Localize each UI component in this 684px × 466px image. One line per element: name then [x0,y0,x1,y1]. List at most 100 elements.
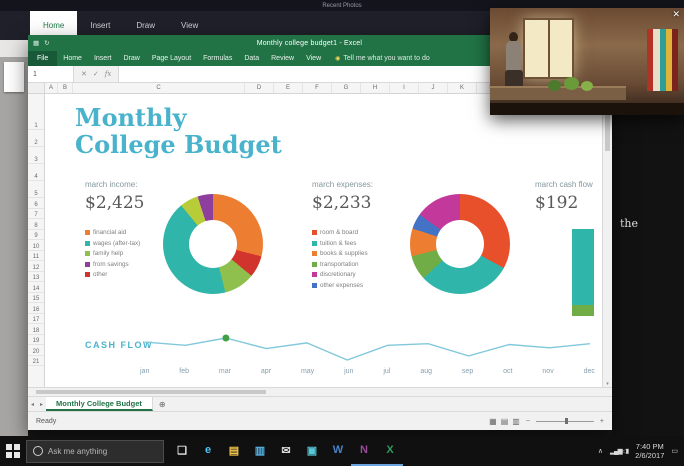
zoom-slider[interactable] [535,418,594,424]
row-header[interactable]: 16 [28,303,44,314]
column-header[interactable]: I [390,83,419,93]
income-donut-chart[interactable] [163,194,263,294]
zoom-in-button[interactable]: + [599,417,604,425]
row-header[interactable]: 17 [28,314,44,324]
row-header[interactable]: 3 [28,147,44,164]
close-video-icon[interactable]: ✕ [672,9,680,19]
ribbon-tab[interactable]: View [306,55,322,62]
background-app-tab[interactable]: Insert [90,21,111,30]
cash-flow-bar-chart[interactable] [572,228,594,316]
edge-icon[interactable]: e [195,436,221,466]
worksheet-area[interactable]: Monthly College Budget march income: $2,… [45,94,602,387]
enter-icon[interactable]: ✓ [92,71,99,78]
ribbon-tab[interactable]: Home [63,55,82,62]
row-header[interactable]: 13 [28,272,44,282]
sheet-nav-left-icon[interactable]: ◂ [31,401,35,408]
month-tick-label: aug [420,368,432,375]
clock[interactable]: 7:40 PM 2/6/2017 [635,442,664,460]
row-header[interactable]: 20 [28,345,44,356]
select-all-corner[interactable] [28,83,45,93]
zoom-slider-thumb[interactable] [564,418,568,424]
mail-icon[interactable]: ✉ [273,436,299,466]
row-header[interactable]: 2 [28,130,44,147]
cortana-search-box[interactable]: Ask me anything [26,439,164,463]
row-header[interactable]: 12 [28,261,44,272]
task-view-button[interactable]: ❏ [169,436,195,466]
cash-flow-value: $192 [535,193,579,213]
background-app-tab[interactable]: View [181,21,199,30]
formula-input[interactable] [118,66,612,82]
photos-icon[interactable]: ▣ [299,436,325,466]
column-header[interactable]: K [448,83,477,93]
row-header[interactable]: 9 [28,230,44,240]
active-sheet-tab[interactable]: Monthly College Budget [46,397,153,411]
ribbon-tab[interactable]: Insert [93,55,112,62]
volume-icon[interactable]: ◁ [621,448,627,455]
row-header[interactable]: 8 [28,219,44,230]
scroll-down-icon[interactable]: ▾ [606,381,609,387]
ribbon-tab[interactable]: Review [271,55,295,62]
view-mode-icon[interactable]: ▥ [512,416,520,426]
column-header[interactable]: J [419,83,448,93]
plant [548,80,562,92]
video-overlay[interactable]: ✕ [490,8,684,115]
new-sheet-button[interactable]: ⊕ [158,399,166,409]
vertical-scroll-thumb[interactable] [605,103,610,151]
ribbon-tab[interactable]: Data [244,55,260,62]
view-mode-icon[interactable]: ▤ [500,416,509,426]
row-header[interactable]: 10 [28,240,44,251]
ribbon-tab[interactable]: Formulas [203,55,233,62]
column-header[interactable]: G [332,83,361,93]
row-header[interactable]: 6 [28,198,44,209]
column-header[interactable]: D [245,83,274,93]
excel-icon[interactable]: X [377,436,403,466]
ribbon-tab[interactable]: Draw [123,55,140,62]
background-app-tab[interactable]: Draw [136,21,156,30]
row-header[interactable]: 19 [28,335,44,345]
sheet-nav-right-icon[interactable]: ▸ [40,401,44,408]
row-header[interactable]: 21 [28,356,44,366]
notification-center-icon[interactable]: ▭ [671,448,678,455]
column-header[interactable]: B [58,83,73,93]
column-header[interactable]: E [274,83,303,93]
page-thumbnail[interactable] [4,62,24,92]
column-header[interactable]: C [73,83,245,93]
cash-flow-line-chart[interactable] [140,334,595,364]
row-header[interactable]: 5 [28,181,44,198]
quick-access-icon[interactable]: ↻ [44,40,50,47]
zoom-out-button[interactable]: − [525,417,530,425]
row-header[interactable]: 15 [28,293,44,303]
file-explorer-icon[interactable]: ▤ [221,436,247,466]
row-header[interactable]: 4 [28,164,44,181]
row-header[interactable]: 7 [28,209,44,219]
name-box[interactable]: 1 [28,66,74,82]
word-icon[interactable]: W [325,436,351,466]
network-icon[interactable]: ▂▄▆ [609,448,623,455]
battery-icon[interactable]: ▮ [625,448,629,455]
column-header[interactable]: A [45,83,58,93]
view-mode-icon[interactable]: ▦ [489,416,497,426]
row-header[interactable]: 18 [28,324,44,335]
cancel-icon[interactable]: ✕ [81,71,87,78]
show-hidden-icons[interactable]: ∧ [597,448,603,455]
insert-function-icon[interactable]: fx [104,70,112,78]
onenote-icon[interactable]: N [351,436,377,466]
ribbon-tab[interactable]: File [28,51,58,66]
expenses-donut-chart[interactable] [410,194,510,294]
horizontal-scroll-thumb[interactable] [36,389,266,394]
row-header[interactable]: 14 [28,282,44,293]
column-header[interactable]: F [303,83,332,93]
status-ready: Ready [36,417,57,425]
row-header[interactable]: 1 [28,94,44,130]
vertical-scrollbar[interactable]: ▴ ▾ [602,94,612,387]
ribbon-tab[interactable]: Page Layout [151,55,192,62]
tell-me-box[interactable]: ◉ Tell me what you want to do [335,55,430,62]
legend-item: discretionary [312,271,404,278]
column-header[interactable]: H [361,83,390,93]
horizontal-scrollbar[interactable] [28,387,612,396]
start-button[interactable] [0,436,26,466]
store-icon[interactable]: ▥ [247,436,273,466]
legend-label: discretionary [320,271,356,278]
row-header[interactable]: 11 [28,251,44,261]
quick-access-icon[interactable]: ▦ [33,40,40,47]
